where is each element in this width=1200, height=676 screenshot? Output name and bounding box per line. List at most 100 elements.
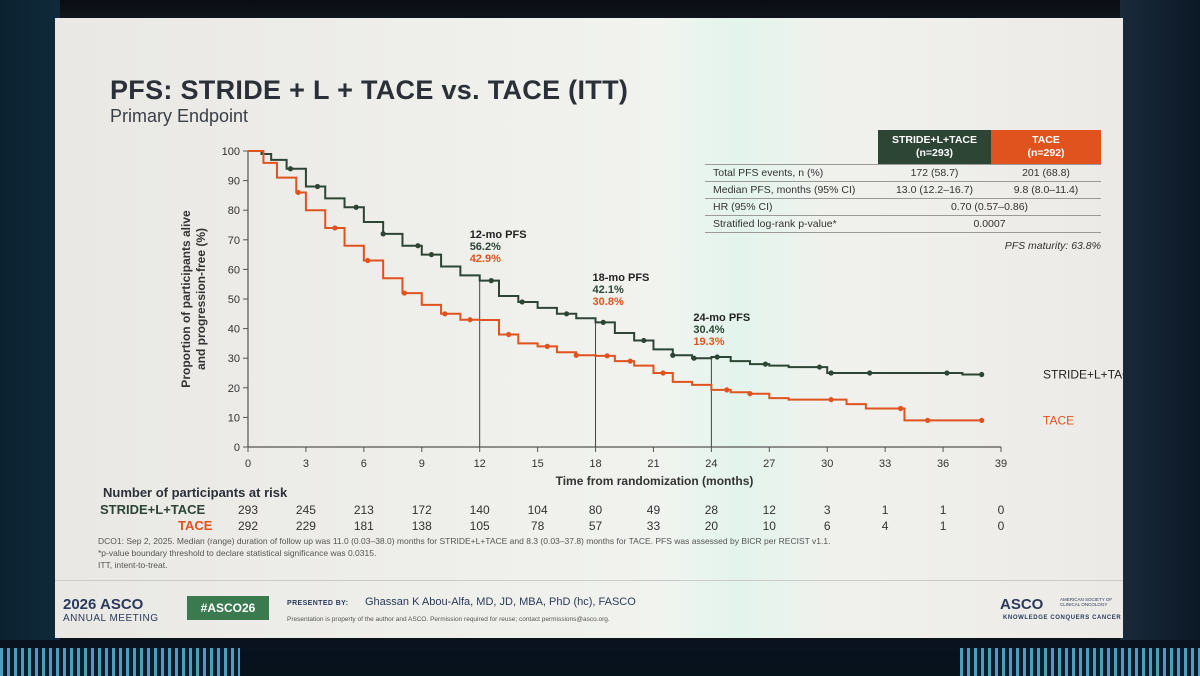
table-row-label: Total PFS events, n (%) [713, 167, 824, 179]
risk-value-tace: 229 [295, 519, 316, 533]
tace-censor-mark [627, 358, 633, 364]
risk-value-tace: 138 [411, 519, 432, 533]
risk-value-tace: 78 [530, 519, 545, 533]
landmark-title: 12-mo PFS [470, 229, 527, 241]
stride-censor-mark [353, 204, 359, 210]
stride-censor-mark [691, 355, 697, 361]
stride-censor-mark [314, 183, 321, 190]
tace-censor-mark [828, 397, 834, 403]
risk-value-tace: 6 [823, 519, 831, 533]
risk-value-stride: 213 [353, 503, 374, 517]
legend-tace: TACE [1043, 413, 1074, 427]
table-row: Total PFS events, n (%) 172 (58.7) 201 (… [705, 164, 1101, 182]
x-tick-label: 30 [821, 458, 833, 470]
x-tick-label: 12 [474, 458, 486, 470]
stage-led-strip [0, 648, 240, 676]
y-tick-label: 70 [228, 235, 240, 247]
risk-value-tace: 181 [353, 519, 374, 533]
tace-censor-mark [979, 417, 985, 423]
presentation-slide: PFS: STRIDE + L + TACE vs. TACE (ITT) Pr… [55, 18, 1123, 638]
footnote-pvalue: *p-value boundary threshold to declare s… [98, 548, 377, 558]
stride-censor-mark [600, 319, 606, 325]
table-cell-tace: 201 (68.8) [1022, 167, 1070, 179]
risk-table-title: Number of participants at risk [103, 485, 288, 500]
x-tick-label: 36 [937, 458, 949, 470]
tace-censor-mark [747, 391, 753, 397]
table-cell-pvalue: 0.0007 [973, 218, 1006, 230]
y-tick-label: 90 [228, 176, 240, 188]
x-tick-label: 9 [419, 458, 425, 470]
landmark-tace-value: 42.9% [470, 253, 501, 265]
x-tick-label: 39 [995, 458, 1007, 470]
x-tick-label: 3 [303, 458, 309, 470]
y-tick-label: 100 [222, 146, 240, 158]
stride-censor-mark [867, 370, 873, 376]
landmark-stride-value: 30.4% [693, 324, 724, 336]
stride-censor-mark [563, 311, 570, 317]
tace-censor-mark [898, 405, 904, 412]
table-row: Median PFS, months (95% CI) 13.0 (12.2–1… [705, 181, 1101, 199]
table-row-label: Median PFS, months (95% CI) [713, 184, 856, 196]
tace-censor-mark [332, 225, 338, 231]
tace-censor-mark [660, 370, 666, 376]
table-row: Stratified log-rank p-value* 0.0007 [705, 215, 1101, 233]
stride-censor-mark [488, 278, 494, 284]
stride-censor-mark [415, 243, 421, 249]
x-tick-label: 24 [705, 458, 717, 470]
x-tick-label: 6 [361, 458, 367, 470]
footnote-dco: DCO1: Sep 2, 2025. Median (range) durati… [98, 536, 831, 546]
stride-censor-mark [380, 231, 386, 237]
risk-value-tace: 292 [237, 519, 259, 533]
landmark-title: 18-mo PFS [593, 272, 650, 284]
tace-censor-mark [295, 189, 301, 196]
stride-censor-mark [428, 252, 435, 258]
stride-censor-mark [816, 364, 823, 370]
landmark-title: 24-mo PFS [693, 312, 750, 324]
stage-right [1120, 0, 1200, 676]
tace-censor-mark [467, 317, 473, 323]
risk-value-stride: 12 [762, 503, 776, 517]
risk-value-stride: 245 [295, 503, 316, 517]
table-row-label: HR (95% CI) [713, 201, 773, 213]
footer-divider [55, 580, 1123, 581]
x-tick-label: 0 [245, 458, 251, 470]
table-header-stride-n: (n=293) [915, 147, 954, 159]
asco-society-name: AMERICAN SOCIETY OF CLINICAL ONCOLOGY [1060, 597, 1113, 607]
x-tick-label: 18 [589, 458, 601, 470]
risk-value-stride: 172 [411, 503, 432, 517]
risk-value-tace: 20 [704, 519, 719, 533]
stride-censor-mark [287, 166, 294, 172]
slide-subtitle: Primary Endpoint [110, 106, 249, 126]
pfs-maturity: PFS maturity: 63.8% [1004, 240, 1101, 252]
stage-left [0, 0, 60, 676]
table-header-stride: STRIDE+L+TACE (n=293) [878, 130, 991, 164]
y-axis-title: Proportion of participants alive [179, 210, 193, 388]
rights-notice: Presentation is property of the author a… [287, 616, 610, 623]
hashtag-badge: #ASCO26 [187, 596, 269, 620]
table-row: HR (95% CI) 0.70 (0.57–0.86) [705, 198, 1101, 216]
tace-censor-mark [401, 290, 407, 296]
risk-value-tace: 33 [646, 519, 661, 533]
stride-censor-mark [641, 337, 647, 344]
risk-value-stride: 293 [237, 503, 259, 517]
landmark-stride-value: 56.2% [470, 241, 501, 253]
stride-censor-mark [828, 370, 834, 376]
stride-censor-mark [714, 354, 720, 360]
x-axis-title: Time from randomization (months) [556, 474, 754, 488]
slide-title: PFS: STRIDE + L + TACE vs. TACE (ITT) [110, 75, 629, 105]
y-tick-label: 0 [234, 442, 240, 454]
legend-stride: STRIDE+L+TACE [1043, 367, 1123, 381]
risk-value-stride: 104 [527, 503, 548, 517]
table-cell-stride: 13.0 (12.2–16.7) [895, 184, 974, 196]
stride-censor-mark [762, 361, 769, 367]
stride-censor-mark [519, 299, 525, 305]
table-row-label: Stratified log-rank p-value* [713, 218, 837, 230]
risk-value-tace: 57 [588, 519, 603, 533]
risk-value-stride: 1 [881, 503, 889, 517]
presenter-name: Ghassan K Abou-Alfa, MD, JD, MBA, PhD (h… [365, 596, 636, 608]
stage-led-strip [960, 648, 1200, 676]
risk-value-stride: 49 [646, 503, 661, 517]
